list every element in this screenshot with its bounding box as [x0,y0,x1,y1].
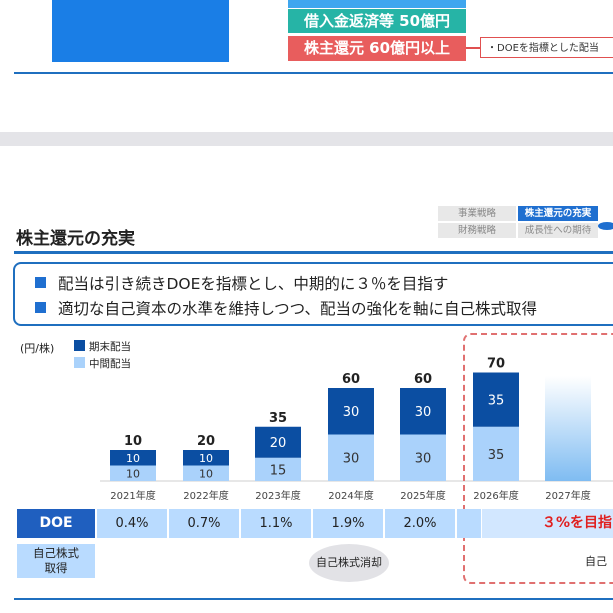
year-tick-label: 2024年度 [328,489,373,502]
final-bar-segment [183,450,229,466]
final-value-label: 20 [270,436,287,451]
square-bullet-icon [35,277,46,288]
final-bar-segment [255,426,301,458]
page-title: 株主還元の充実 [16,229,135,249]
final-value-label: 30 [343,405,360,420]
interim-bar-segment [110,465,156,481]
loan-repayment-bar: 借入金返済等 50億円 [288,9,466,33]
doe-value: 0.4% [97,509,167,538]
previous-slide: 借入金返済等 50億円 株主還元 60億円以上 ・DOEを指標とした配当 [0,0,613,132]
doe-value: 2.0% [385,509,455,538]
year-tick-label: 2023年度 [255,489,300,502]
nav-pointer-icon [598,222,613,230]
nav-business-strategy[interactable]: 事業戦略 [438,206,516,221]
final-value-label: 10 [199,452,213,465]
interim-bar-segment [255,457,301,481]
legend-swatch [74,357,85,368]
shareholder-return-bar: 株主還元 60億円以上 [288,36,466,61]
interim-bar-segment [328,434,374,481]
nav-shareholder-return[interactable]: 株主還元の充実 [518,206,598,221]
interim-value-label: 30 [415,452,432,467]
total-value-label: 60 [414,372,432,387]
unit-label: (円/株) [20,342,55,355]
interim-value-label: 15 [270,463,287,478]
bottom-rule [14,72,613,74]
dividend-chart: 10 10 10 2021年度 10 10 20 2022年度 15 20 35 2023年度 30 30… [100,357,613,502]
callout-connector [466,47,480,49]
bottom-rule [14,598,613,600]
year-tick-label: 2027年度 [545,489,590,502]
doe-target: ３%を目指す [482,509,613,538]
doe-value: 1.1% [241,509,311,538]
interim-value-label: 10 [199,467,213,480]
doe-value: 1.9% [313,509,383,538]
doe-spacer [457,509,481,538]
year-tick-label: 2021年度 [110,489,155,502]
legend-label: 期末配当 [89,341,131,353]
blue-block [52,0,229,62]
interim-bar-segment [183,465,229,481]
legend-swatch [74,340,85,351]
interim-value-label: 30 [343,452,360,467]
nav-financial-strategy[interactable]: 財務戦略 [438,223,516,238]
buyback-label-text: 自己株式 取得 [33,546,79,575]
total-value-label: 70 [487,357,505,372]
final-value-label: 10 [126,452,140,465]
nav-growth-expectation[interactable]: 成長性への期待 [518,223,598,238]
buyback-cut-text: 自己 [585,555,607,568]
final-bar-segment [110,450,156,466]
legend-interim-dividend: 中間配当 [74,356,131,371]
doe-callout: ・DOEを指標とした配当 [480,37,613,58]
interim-value-label: 10 [126,467,140,480]
final-value-label: 35 [488,394,505,409]
square-bullet-icon [35,302,46,313]
key-points-box: 配当は引き続きDOEを指標とし、中期的に３％を目指す 適切な自己資本の水準を維持… [13,262,613,326]
title-rule [14,251,613,254]
doe-label: DOE [17,509,95,538]
total-value-label: 60 [342,372,360,387]
final-bar-segment [400,388,446,435]
target-period-box [463,333,613,584]
bullet-text: 配当は引き続きDOEを指標とし、中期的に３％を目指す [58,275,449,293]
final-bar-segment [328,388,374,435]
slide-separator [0,132,613,146]
legend-final-dividend: 期末配当 [74,339,131,354]
bullet-text: 適切な自己資本の水準を維持しつつ、配当の強化を軸に自己株式取得 [58,300,537,318]
final-value-label: 30 [415,405,432,420]
cyan-strip [288,0,466,8]
year-tick-label: 2025年度 [400,489,445,502]
interim-bar-segment [400,434,446,481]
future-bar [545,376,591,481]
final-bar-segment [473,372,519,427]
year-tick-label: 2022年度 [183,489,228,502]
total-value-label: 20 [197,434,215,449]
interim-bar-segment [473,426,519,481]
legend-label: 中間配当 [89,358,131,370]
doe-value: 0.7% [169,509,239,538]
total-value-label: 35 [269,411,287,426]
total-value-label: 10 [124,434,142,449]
bullet-item: 配当は引き続きDOEを指標とし、中期的に３％を目指す [35,272,448,294]
interim-value-label: 35 [488,448,505,463]
year-tick-label: 2026年度 [473,489,518,502]
buyback-cancellation: 自己株式消却 [309,544,389,582]
buyback-label: 自己株式 取得 [17,544,95,578]
bullet-item: 適切な自己資本の水準を維持しつつ、配当の強化を軸に自己株式取得 [35,297,537,319]
